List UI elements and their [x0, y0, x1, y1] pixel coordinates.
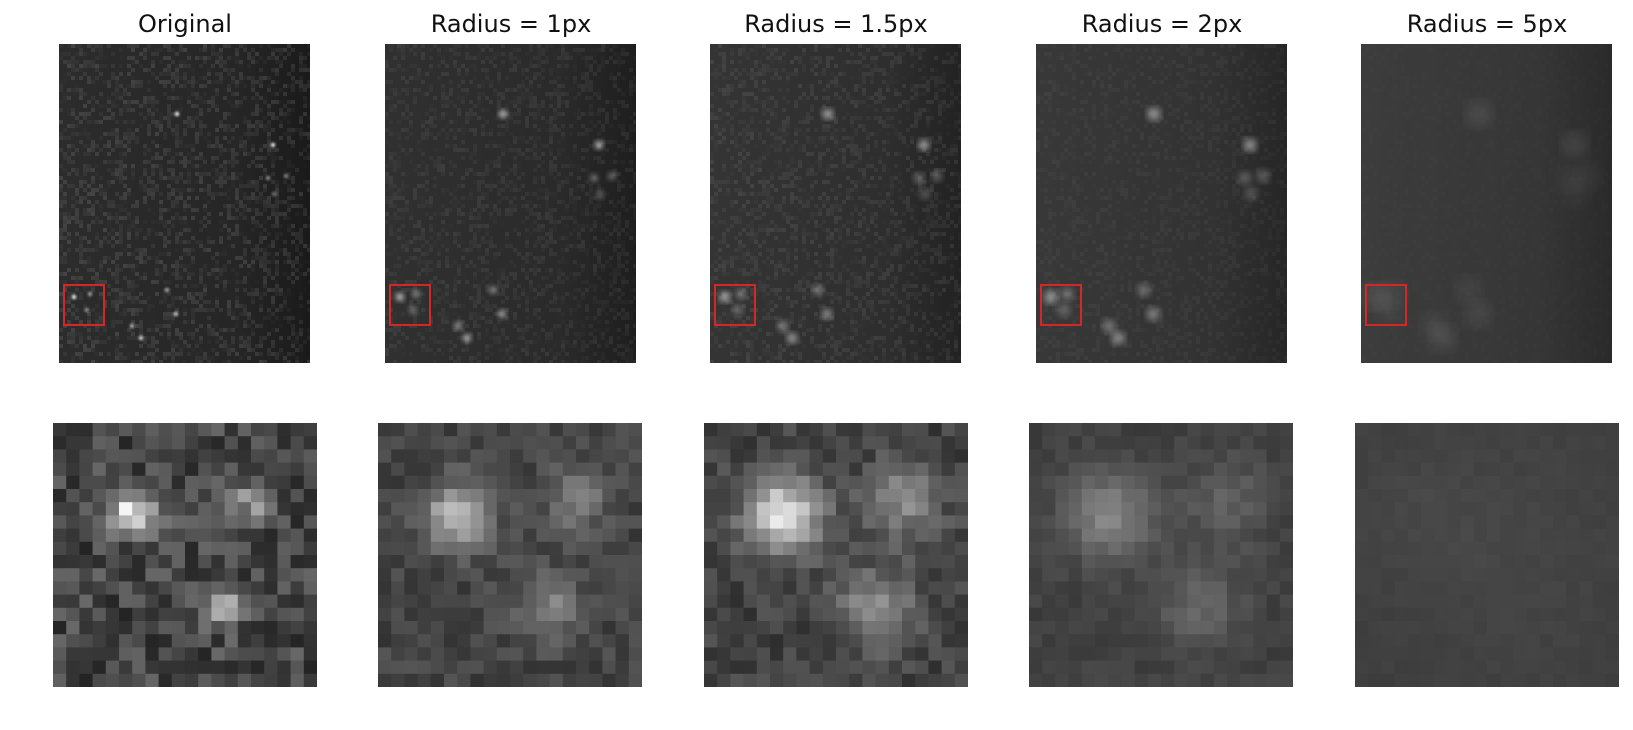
zoom-crop-radius-2 — [1029, 423, 1293, 687]
title-radius-2: Radius = 2px — [1032, 8, 1292, 40]
roi-box — [63, 284, 105, 326]
roi-box — [714, 284, 756, 326]
roi-box — [1365, 284, 1407, 326]
title-radius-5: Radius = 5px — [1357, 8, 1617, 40]
zoom-crop-original — [53, 423, 317, 687]
zoom-crop-radius-5 — [1355, 423, 1619, 687]
title-radius-1: Radius = 1px — [381, 8, 641, 40]
roi-box — [1040, 284, 1082, 326]
title-radius-1-5: Radius = 1.5px — [706, 8, 966, 40]
zoom-crop-radius-1-5 — [704, 423, 968, 687]
roi-box — [389, 284, 431, 326]
title-original: Original — [55, 8, 315, 40]
zoom-crop-radius-1 — [378, 423, 642, 687]
